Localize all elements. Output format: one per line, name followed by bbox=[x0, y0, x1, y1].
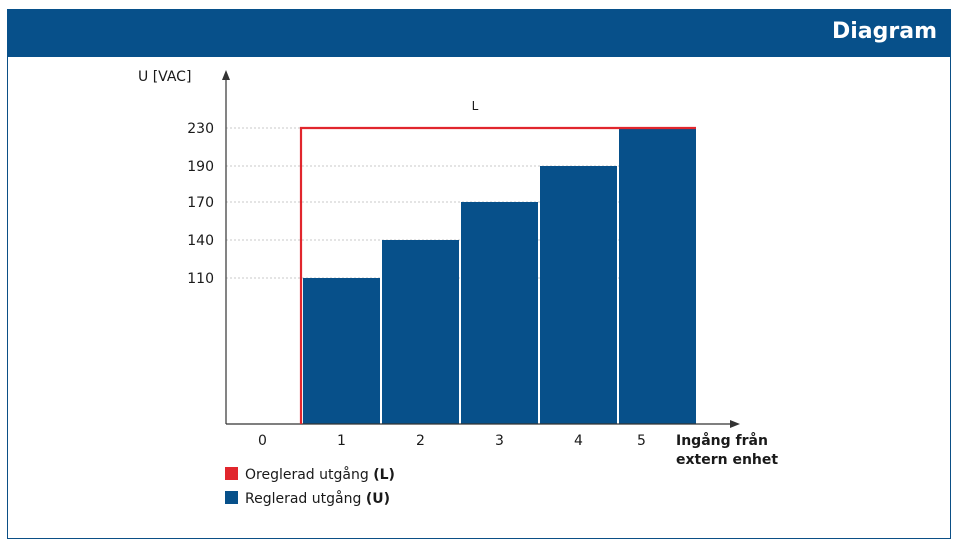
bar bbox=[382, 240, 459, 424]
legend-item-oreglerad: Oreglerad utgång (L) bbox=[225, 466, 395, 484]
bar bbox=[303, 278, 380, 424]
bar bbox=[540, 166, 617, 424]
x-tick-label: 3 bbox=[495, 433, 504, 449]
x-axis-arrow bbox=[730, 420, 740, 428]
tick-labels: 110 140 170 190 230 0 1 2 3 4 5 bbox=[187, 121, 646, 449]
y-axis-arrow bbox=[222, 70, 230, 80]
legend-label: Oreglerad utgång bbox=[245, 467, 369, 483]
legend: Oreglerad utgång (L) Reglerad utgång (U) bbox=[225, 466, 395, 508]
legend-swatch-blue bbox=[225, 491, 238, 504]
x-axis-label-line2: extern enhet bbox=[676, 452, 778, 468]
legend-swatch-red bbox=[225, 467, 238, 480]
annotation-l: L bbox=[472, 99, 479, 113]
x-tick-label: 1 bbox=[337, 433, 346, 449]
legend-key: (L) bbox=[373, 467, 395, 483]
y-tick-label: 190 bbox=[187, 159, 214, 175]
y-tick-label: 140 bbox=[187, 233, 214, 249]
y-axis-label: U [VAC] bbox=[138, 69, 191, 85]
legend-item-reglerad: Reglerad utgång (U) bbox=[225, 490, 395, 508]
oreglerad-line bbox=[299, 126, 696, 424]
legend-label: Reglerad utgång bbox=[245, 491, 362, 507]
x-axis-label-line1: Ingång från bbox=[676, 432, 768, 449]
header-title: Diagram bbox=[831, 19, 937, 44]
x-tick-label: 5 bbox=[637, 433, 646, 449]
header-bar: Diagram bbox=[7, 9, 951, 57]
y-tick-label: 170 bbox=[187, 195, 214, 211]
bar bbox=[461, 202, 538, 424]
bars bbox=[303, 128, 696, 424]
y-tick-label: 230 bbox=[187, 121, 214, 137]
line-segment bbox=[299, 126, 696, 424]
y-tick-label: 110 bbox=[187, 271, 214, 287]
bar bbox=[619, 128, 696, 424]
axes bbox=[222, 70, 740, 428]
x-tick-label: 4 bbox=[574, 433, 583, 449]
legend-key: (U) bbox=[365, 491, 390, 507]
x-tick-label: 2 bbox=[416, 433, 425, 449]
x-tick-label: 0 bbox=[258, 433, 267, 449]
